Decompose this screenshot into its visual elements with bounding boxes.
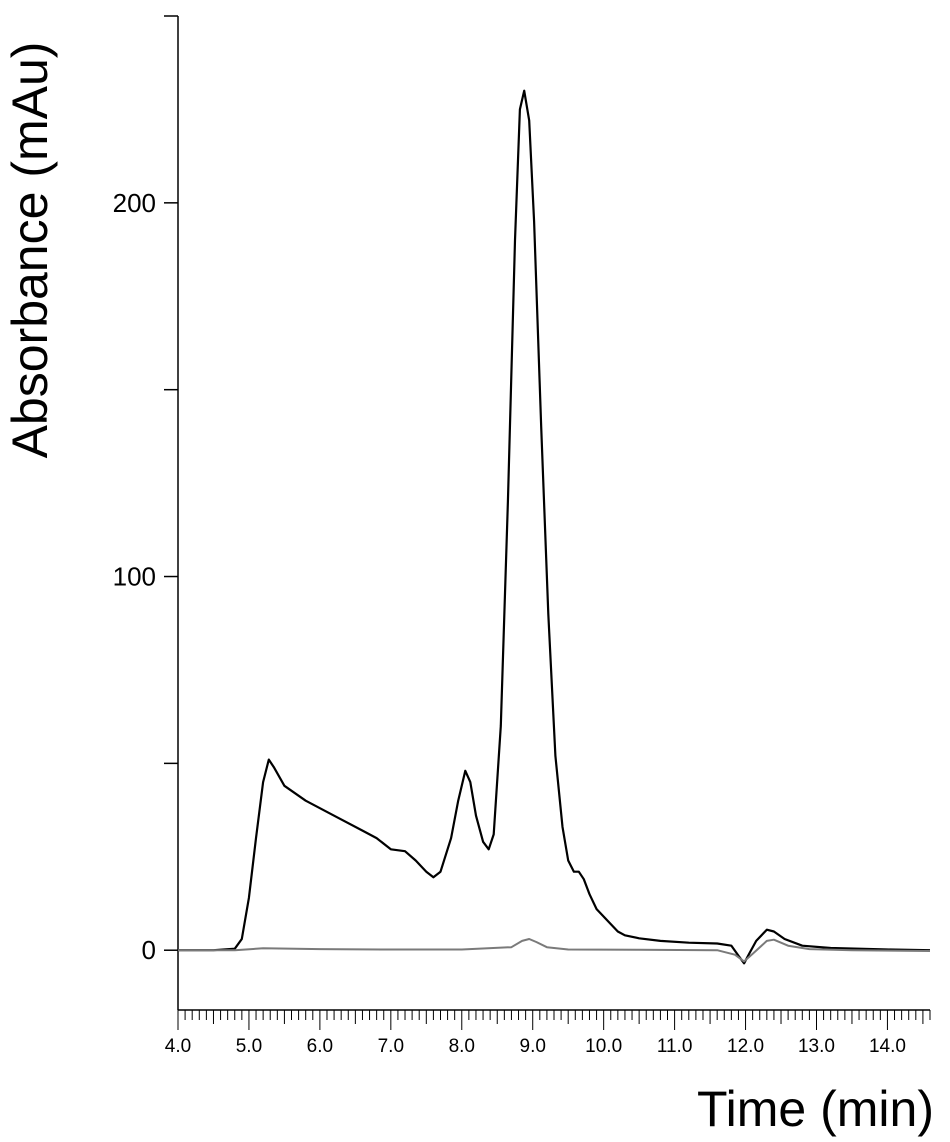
x-tick-label: 13.0: [798, 1036, 835, 1057]
series-layer: [178, 89, 931, 965]
x-axis-label: Time (min): [697, 1081, 934, 1137]
x-tick-label: 10.0: [585, 1036, 622, 1057]
x-tick-label: 6.0: [307, 1036, 333, 1057]
y-tick-label: 100: [113, 562, 156, 592]
x-tick-label: 14.0: [869, 1036, 906, 1057]
y-axis-label: Absorbance (mAu): [2, 42, 58, 459]
x-tick-label: 4.0: [165, 1036, 191, 1057]
x-tick-label: 11.0: [657, 1036, 693, 1057]
x-tick-label: 5.0: [236, 1036, 262, 1057]
x-tick-label: 8.0: [449, 1036, 475, 1057]
x-axis: 4.0 5.0 6.0 7.0 8.0 9.0 10.0 11.0 12.0 13.0 14.0: [165, 1009, 931, 1057]
y-axis: 0 100 200: [113, 15, 179, 1010]
y-tick-label: 200: [113, 188, 156, 218]
x-tick-label: 7.0: [378, 1036, 404, 1057]
series-line-dark: [178, 89, 931, 965]
x-tick-label: 9.0: [520, 1036, 546, 1057]
x-tick-label: 12.0: [727, 1036, 764, 1057]
series-line-gray: [178, 938, 931, 963]
y-tick-label: 0: [142, 935, 156, 965]
